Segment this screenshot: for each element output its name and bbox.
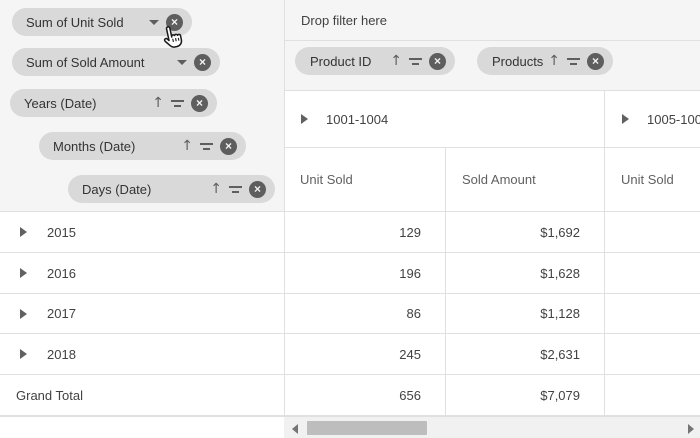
cell-unit-sold: 196: [284, 253, 446, 293]
column-pill-products[interactable]: Products ↑ ×: [477, 47, 613, 75]
column-header-row: Unit Sold Sold Amount Unit Sold: [284, 148, 700, 212]
cell-unit-sold-2: [605, 253, 700, 293]
row-label: 2015: [47, 224, 76, 240]
cell-unit-sold-2: [605, 212, 700, 252]
table-row: 2018 245 $2,631: [0, 334, 700, 375]
dropdown-caret-icon[interactable]: [177, 59, 187, 65]
column-header-unit-sold-2: Unit Sold: [605, 148, 700, 211]
remove-field-icon[interactable]: ×: [220, 137, 237, 155]
remove-field-icon[interactable]: ×: [587, 52, 604, 70]
remove-field-icon[interactable]: ×: [191, 94, 208, 112]
column-pill-product-id[interactable]: Product ID ↑ ×: [295, 47, 455, 75]
pill-icons: ×: [149, 13, 183, 31]
table-row: 2015 129 $1,692: [0, 212, 700, 253]
column-header-label: Unit Sold: [300, 172, 353, 187]
pivot-field-panel: Sum of Unit Sold × Sum of Sold Amount × …: [0, 0, 284, 212]
row-label: 2017: [47, 306, 76, 321]
cell-unit-sold: 129: [284, 212, 446, 252]
pill-label: Sum of Unit Sold: [26, 14, 124, 30]
remove-field-icon[interactable]: ×: [166, 13, 183, 31]
remove-field-icon[interactable]: ×: [249, 180, 266, 198]
table-row: 2017 86 $1,128: [0, 294, 700, 334]
filter-drop-label: Drop filter here: [301, 12, 387, 28]
filter-icon[interactable]: [200, 141, 213, 152]
scrollbar-thumb[interactable]: [307, 421, 427, 435]
scroll-right-icon[interactable]: [688, 424, 694, 434]
column-fields-area: Product ID ↑ × Products ↑ ×: [284, 41, 700, 91]
cell-unit-sold: 656: [284, 375, 446, 415]
column-group-label: 1005-1008: [647, 111, 700, 127]
sort-ascending-icon[interactable]: ↑: [181, 138, 193, 154]
row-label: 2018: [47, 346, 76, 362]
remove-field-icon[interactable]: ×: [429, 52, 446, 70]
sort-ascending-icon[interactable]: ↑: [390, 53, 402, 69]
pill-label: Sum of Sold Amount: [26, 54, 145, 70]
column-header-label: Sold Amount: [462, 172, 536, 187]
horizontal-scrollbar[interactable]: [284, 416, 700, 438]
filter-icon[interactable]: [229, 184, 242, 195]
panel-divider: [284, 0, 285, 416]
dropdown-caret-icon[interactable]: [149, 19, 159, 25]
column-header-unit-sold: Unit Sold: [284, 148, 446, 211]
row-label: Grand Total: [16, 387, 83, 403]
expand-icon[interactable]: [301, 114, 308, 124]
pill-label: Products: [492, 53, 544, 69]
column-header-sold-amount: Sold Amount: [446, 148, 605, 211]
row-header-2018[interactable]: 2018: [0, 334, 284, 374]
pill-icons: ↑ ×: [548, 52, 604, 70]
value-pill-sum-of-unit-sold[interactable]: Sum of Unit Sold ×: [12, 8, 192, 36]
cell-sold-amount: $1,692: [446, 212, 605, 252]
row-pill-months[interactable]: Months (Date) ↑ ×: [39, 132, 246, 160]
filter-drop-area[interactable]: Drop filter here: [284, 0, 700, 41]
cell-unit-sold: 245: [284, 334, 446, 374]
pill-label: Years (Date): [24, 95, 97, 111]
row-header-2015[interactable]: 2015: [0, 212, 284, 252]
table-row: 2016 196 $1,628: [0, 253, 700, 294]
pill-icons: ↑ ×: [390, 52, 446, 70]
filter-icon[interactable]: [567, 56, 580, 67]
bottom-left-spacer: [0, 416, 284, 438]
cell-unit-sold-2: [605, 334, 700, 374]
pill-icons: ↑ ×: [210, 180, 266, 198]
cell-sold-amount: $1,628: [446, 253, 605, 293]
expand-icon[interactable]: [20, 349, 27, 359]
filter-icon[interactable]: [409, 56, 422, 67]
sort-ascending-icon[interactable]: ↑: [152, 95, 164, 111]
value-pill-sum-of-sold-amount[interactable]: Sum of Sold Amount ×: [12, 48, 220, 76]
row-header-2017[interactable]: 2017: [0, 294, 284, 333]
row-header-2016[interactable]: 2016: [0, 253, 284, 293]
remove-field-icon[interactable]: ×: [194, 53, 211, 71]
pill-icons: ↑ ×: [181, 137, 237, 155]
expand-icon[interactable]: [622, 114, 629, 124]
expand-icon[interactable]: [20, 227, 27, 237]
cell-unit-sold: 86: [284, 294, 446, 333]
pill-icons: ↑ ×: [152, 94, 208, 112]
column-header-label: Unit Sold: [621, 172, 674, 187]
pill-label: Days (Date): [82, 181, 152, 197]
cell-sold-amount: $1,128: [446, 294, 605, 333]
cell-sold-amount: $7,079: [446, 375, 605, 415]
sort-ascending-icon[interactable]: ↑: [548, 53, 560, 69]
scroll-left-icon[interactable]: [292, 424, 298, 434]
table-row-grand-total: Grand Total 656 $7,079: [0, 375, 700, 416]
sort-ascending-icon[interactable]: ↑: [210, 181, 222, 197]
column-group-1001-1004[interactable]: 1001-1004: [284, 91, 605, 147]
pill-label: Months (Date): [53, 138, 136, 154]
row-pill-days[interactable]: Days (Date) ↑ ×: [68, 175, 275, 203]
pill-label: Product ID: [310, 53, 372, 69]
cell-sold-amount: $2,631: [446, 334, 605, 374]
cell-unit-sold-2: [605, 294, 700, 333]
filter-icon[interactable]: [171, 98, 184, 109]
row-pill-years[interactable]: Years (Date) ↑ ×: [10, 89, 217, 117]
column-group-header-row: 1001-1004 1005-1008: [284, 91, 700, 148]
row-label: 2016: [47, 265, 76, 281]
row-header-grand-total: Grand Total: [0, 375, 284, 415]
column-group-label: 1001-1004: [326, 111, 389, 127]
expand-icon[interactable]: [20, 308, 27, 319]
column-group-1005-1008[interactable]: 1005-1008: [605, 91, 700, 147]
expand-icon[interactable]: [20, 268, 27, 278]
pill-icons: ×: [177, 53, 211, 71]
cell-unit-sold-2: [605, 375, 700, 415]
